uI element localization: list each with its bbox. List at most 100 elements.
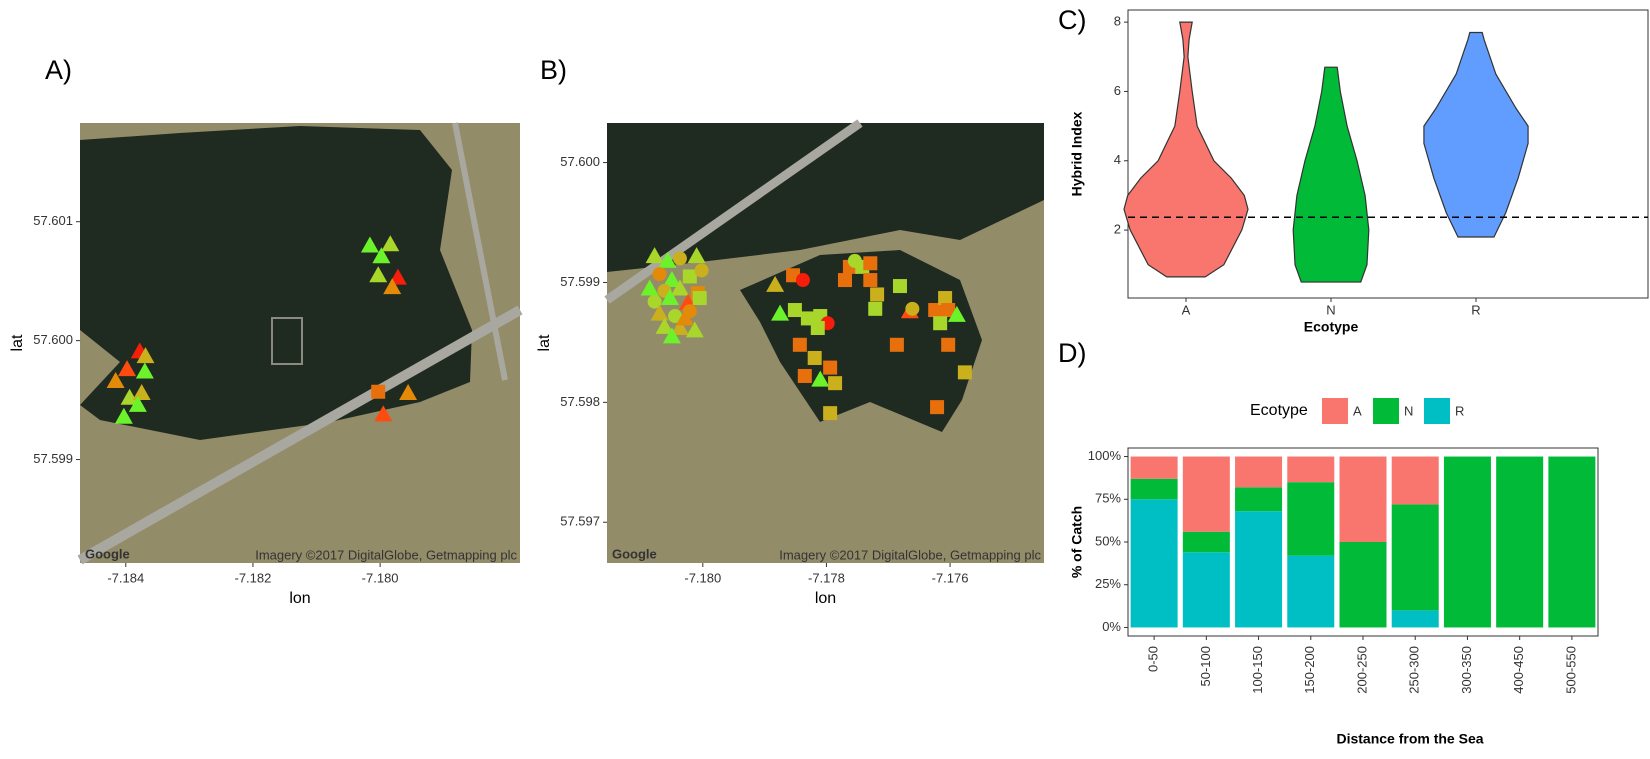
panel-label: C) bbox=[1058, 5, 1087, 35]
bar-segment bbox=[1548, 457, 1595, 628]
y-tick-label: 57.598 bbox=[560, 394, 600, 409]
point bbox=[798, 369, 812, 383]
y-tick-label: 57.601 bbox=[33, 213, 73, 228]
panel-label: B) bbox=[540, 55, 567, 85]
point bbox=[838, 273, 852, 287]
x-tick-label: 200-250 bbox=[1354, 646, 1369, 694]
violin bbox=[1124, 22, 1248, 277]
bar-segment bbox=[1183, 457, 1230, 532]
x-axis-title: Distance from the Sea bbox=[1336, 731, 1483, 747]
point bbox=[933, 316, 947, 330]
bar-segment bbox=[1183, 532, 1230, 553]
legend-key bbox=[1322, 398, 1348, 424]
bar-segment bbox=[1131, 479, 1178, 500]
bar-segment bbox=[1392, 504, 1439, 610]
y-axis-title: lat bbox=[536, 334, 553, 351]
bar-segment bbox=[1287, 482, 1334, 555]
y-tick-label: 57.600 bbox=[33, 332, 73, 347]
point bbox=[788, 303, 802, 317]
bar-segment bbox=[1131, 499, 1178, 627]
x-axis-title: Ecotype bbox=[1304, 319, 1359, 335]
point bbox=[693, 291, 707, 305]
point bbox=[695, 263, 709, 277]
y-tick-label: 57.597 bbox=[560, 514, 600, 529]
x-tick-label: A bbox=[1182, 302, 1191, 317]
point bbox=[928, 303, 942, 317]
x-tick-label: 150-200 bbox=[1302, 646, 1317, 694]
bar-segment bbox=[1287, 556, 1334, 628]
x-tick-label: -7.180 bbox=[684, 570, 721, 585]
point bbox=[793, 338, 807, 352]
x-tick-label: -7.176 bbox=[932, 570, 969, 585]
bar-segment bbox=[1235, 457, 1282, 488]
map-logo: Google bbox=[612, 546, 657, 561]
bar-segment bbox=[1235, 511, 1282, 627]
point bbox=[938, 291, 952, 305]
y-axis-title: % of Catch bbox=[1069, 506, 1085, 578]
bar-segment bbox=[1496, 457, 1543, 628]
y-axis-title: lat bbox=[9, 334, 26, 351]
point bbox=[941, 338, 955, 352]
y-tick-label: 57.600 bbox=[560, 154, 600, 169]
legend-key bbox=[1424, 398, 1450, 424]
legend-label: R bbox=[1455, 403, 1464, 418]
x-tick-label: 100-150 bbox=[1250, 646, 1265, 694]
point bbox=[653, 267, 667, 281]
bar-segment bbox=[1340, 542, 1387, 627]
y-axis-title: Hybrid Index bbox=[1069, 111, 1085, 196]
legend-title: Ecotype bbox=[1250, 402, 1308, 419]
map-attribution: Imagery ©2017 DigitalGlobe, Getmapping p… bbox=[255, 547, 517, 562]
x-tick-label: N bbox=[1326, 302, 1335, 317]
violin bbox=[1424, 33, 1528, 237]
point bbox=[796, 273, 810, 287]
x-tick-label: R bbox=[1471, 302, 1480, 317]
y-tick-label: 50% bbox=[1095, 533, 1121, 548]
x-tick-label: -7.180 bbox=[362, 570, 399, 585]
y-tick-label: 25% bbox=[1095, 576, 1121, 591]
map-attribution: Imagery ©2017 DigitalGlobe, Getmapping p… bbox=[779, 547, 1041, 562]
x-tick-label: 300-350 bbox=[1459, 646, 1474, 694]
legend-label: N bbox=[1404, 403, 1413, 418]
legend-label: A bbox=[1353, 403, 1362, 418]
x-tick-label: 50-100 bbox=[1198, 646, 1213, 686]
panel-label: D) bbox=[1058, 338, 1087, 368]
bar-segment bbox=[1183, 552, 1230, 627]
point bbox=[958, 365, 972, 379]
point bbox=[808, 351, 822, 365]
x-tick-label: 500-550 bbox=[1563, 646, 1578, 694]
point bbox=[673, 251, 687, 265]
panel-label: A) bbox=[45, 55, 72, 85]
point bbox=[863, 273, 877, 287]
figure: A) -7.184 -7.182 -7.180 57.599 57.600 57.601 Go… bbox=[0, 0, 1650, 759]
legend-key bbox=[1373, 398, 1399, 424]
x-tick-label: -7.184 bbox=[107, 570, 144, 585]
map-logo: Google bbox=[85, 546, 130, 561]
point bbox=[905, 302, 919, 316]
y-tick-label: 2 bbox=[1114, 222, 1121, 237]
y-tick-label: 6 bbox=[1114, 83, 1121, 98]
point bbox=[930, 400, 944, 414]
violin bbox=[1293, 67, 1369, 282]
point bbox=[870, 287, 884, 301]
x-axis-title: lon bbox=[289, 590, 310, 607]
point bbox=[890, 338, 904, 352]
y-tick-label: 75% bbox=[1095, 491, 1121, 506]
map-background bbox=[80, 123, 520, 563]
point bbox=[823, 361, 837, 375]
x-tick-label: -7.182 bbox=[235, 570, 272, 585]
y-tick-label: 0% bbox=[1102, 619, 1121, 634]
point bbox=[868, 302, 882, 316]
y-tick-label: 100% bbox=[1088, 448, 1122, 463]
bar-segment bbox=[1131, 457, 1178, 479]
bar-segment bbox=[1235, 487, 1282, 511]
bar-segment bbox=[1287, 457, 1334, 483]
x-tick-label: 400-450 bbox=[1511, 646, 1526, 694]
point bbox=[823, 406, 837, 420]
point bbox=[863, 256, 877, 270]
point bbox=[811, 321, 825, 335]
x-axis-title: lon bbox=[815, 590, 836, 607]
y-tick-label: 57.599 bbox=[33, 451, 73, 466]
x-tick-label: 0-50 bbox=[1146, 646, 1161, 672]
y-tick-label: 57.599 bbox=[560, 274, 600, 289]
y-tick-label: 4 bbox=[1114, 152, 1121, 167]
